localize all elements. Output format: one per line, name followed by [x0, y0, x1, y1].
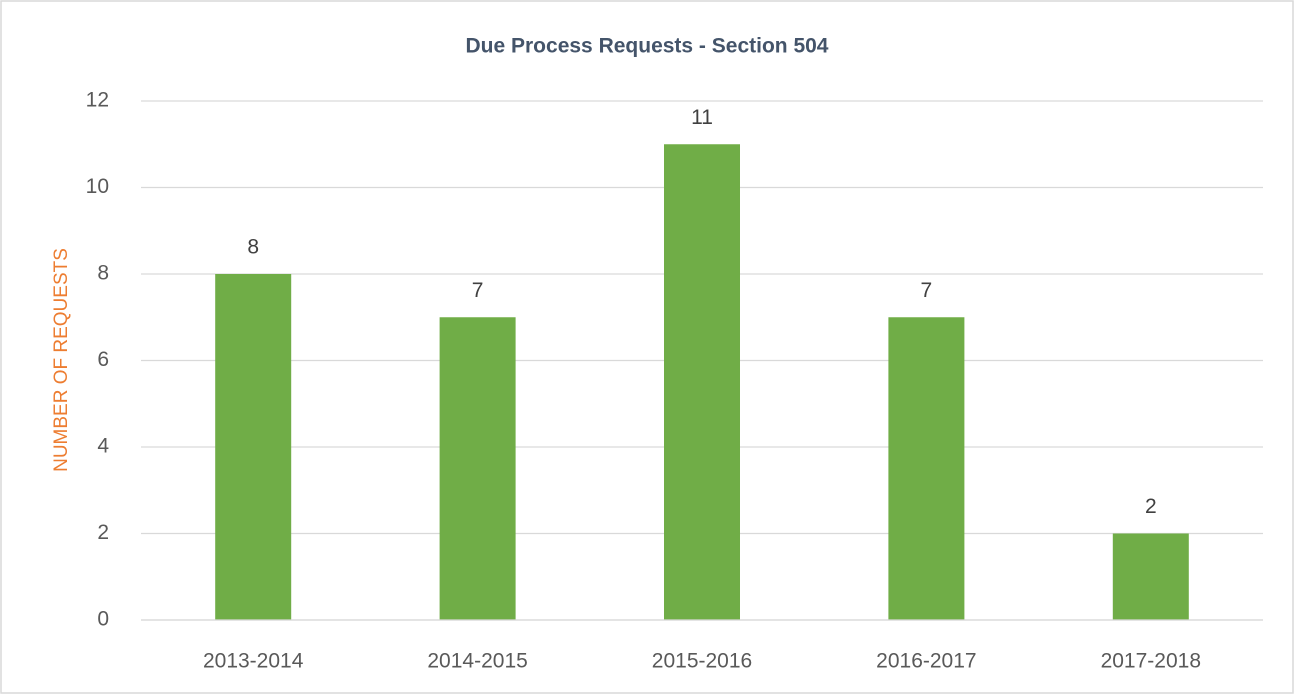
- y-tick-label: 10: [86, 175, 109, 198]
- y-tick-label: 2: [97, 521, 109, 544]
- bar: [439, 317, 516, 620]
- x-tick-label: 2016-2017: [876, 650, 976, 673]
- chart-title: Due Process Requests - Section 504: [466, 35, 829, 58]
- y-tick-label: 12: [86, 89, 109, 112]
- x-tick-label: 2014-2015: [427, 650, 527, 673]
- bar: [888, 317, 965, 620]
- x-tick-label: 2015-2016: [652, 650, 752, 673]
- bar: [215, 274, 292, 620]
- y-tick-label: 0: [97, 608, 109, 631]
- x-tick-label: 2017-2018: [1101, 650, 1201, 673]
- data-label: 2: [1145, 495, 1157, 518]
- data-label: 7: [921, 279, 933, 302]
- y-tick-label: 8: [97, 262, 109, 285]
- x-tick-label: 2013-2014: [203, 650, 304, 673]
- y-tick-label: 4: [97, 435, 109, 458]
- bar: [664, 144, 740, 620]
- data-label: 7: [472, 279, 484, 302]
- y-tick-label: 6: [97, 348, 109, 371]
- data-label: 8: [247, 236, 259, 259]
- y-axis-label: NUMBER OF REQUESTS: [51, 248, 72, 472]
- data-label: 11: [691, 106, 713, 129]
- bar: [1112, 533, 1189, 620]
